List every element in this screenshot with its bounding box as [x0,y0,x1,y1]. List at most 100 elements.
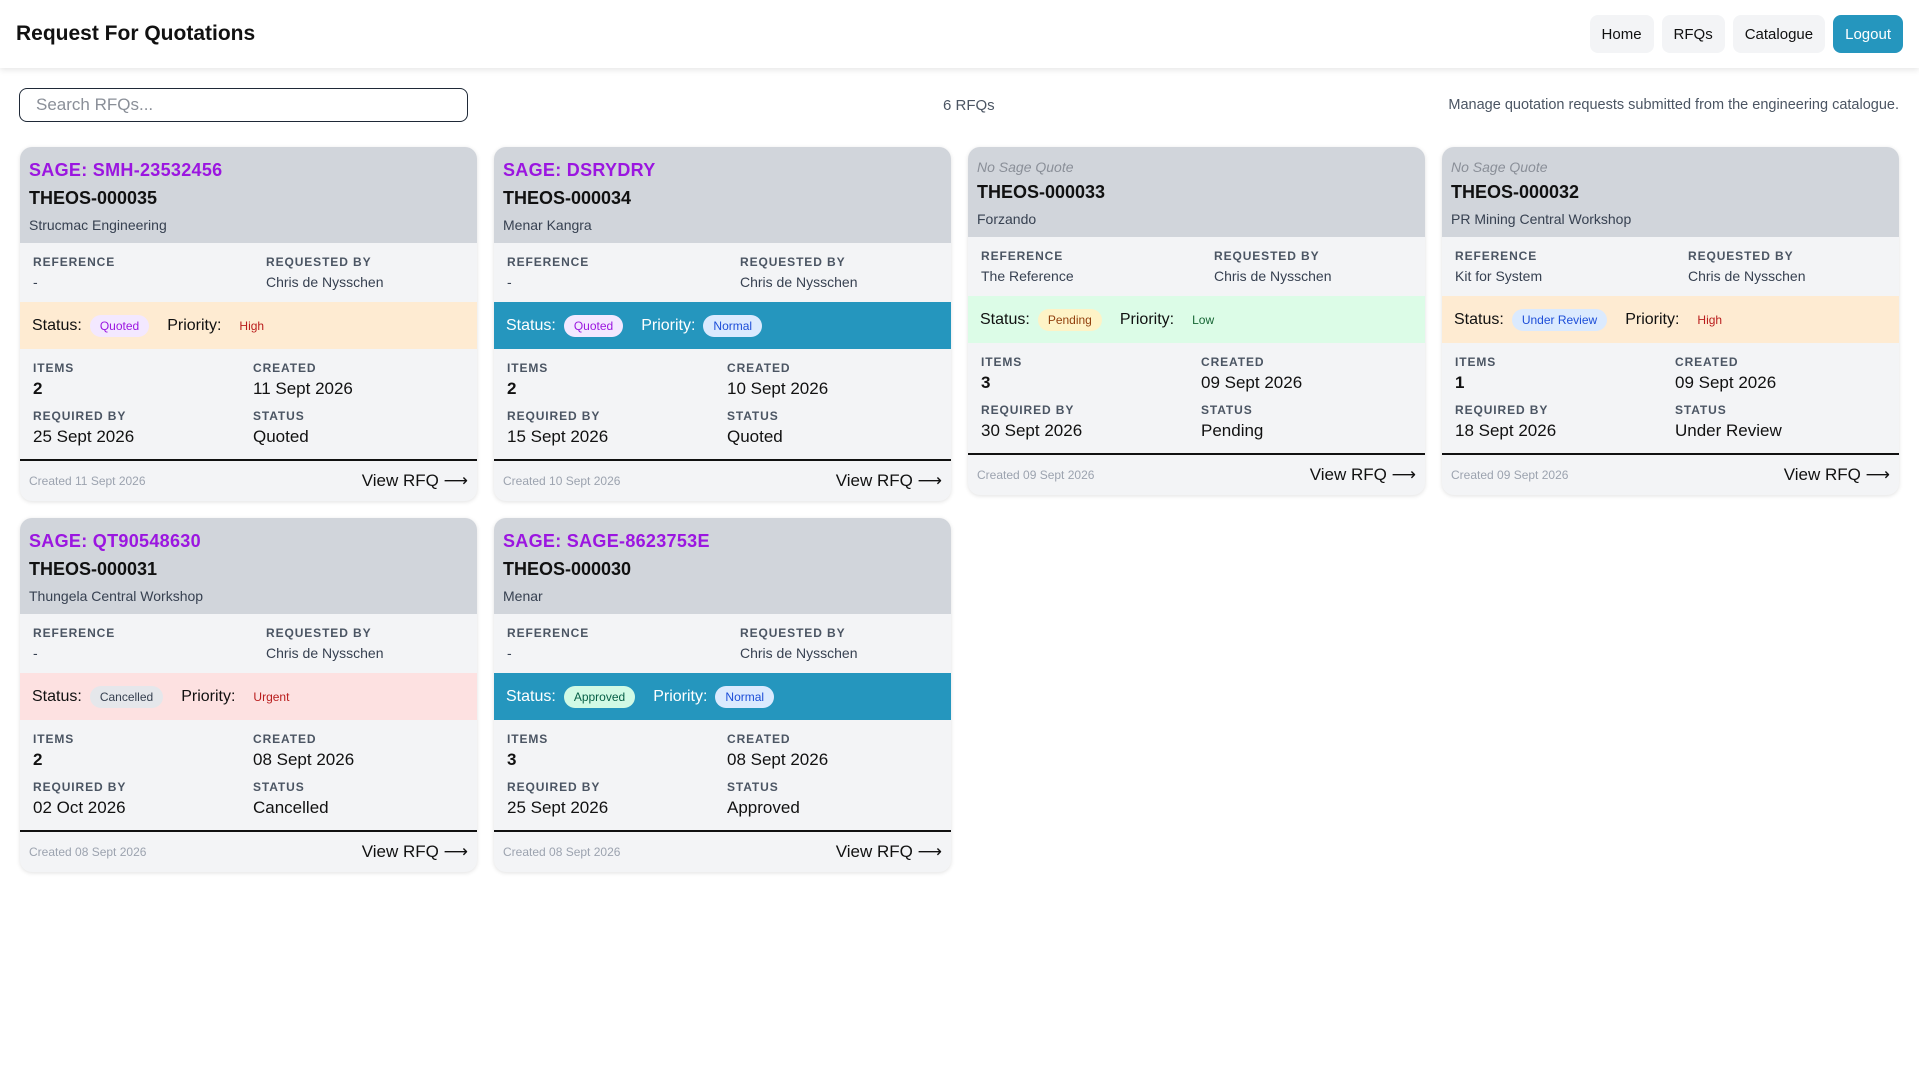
view-rfq-link[interactable]: View RFQ ⟶ [835,471,942,490]
card-stats: ITEMS 1 CREATED 09 Sept 2026 REQUIRED BY… [1442,343,1899,453]
status-caption-label: STATUS [253,409,305,423]
sage-quote-ref: No Sage Quote [977,159,1074,175]
nav-home-button[interactable]: Home [1589,15,1654,53]
created-footer-text: Created 08 Sept 2026 [503,845,621,859]
reference-value: - [33,274,38,290]
card-stats: ITEMS 2 CREATED 11 Sept 2026 REQUIRED BY… [20,349,477,459]
top-bar: Request For Quotations Home RFQs Catalog… [0,0,1919,68]
created-value: 08 Sept 2026 [727,750,829,769]
rfq-card: SAGE: SMH-23532456 THEOS-000035 Strucmac… [20,147,477,501]
status-strip: Status: Quoted Priority: High [20,302,477,349]
rfq-grid: SAGE: SMH-23532456 THEOS-000035 Strucmac… [20,147,1902,872]
search-input[interactable] [19,88,468,122]
rfq-count: 6 RFQs [943,97,995,114]
items-label: ITEMS [1455,355,1497,369]
sage-quote-ref: SAGE: SAGE-8623753E [503,531,710,551]
status-strip: Status: Cancelled Priority: Urgent [20,673,477,720]
logout-button[interactable]: Logout [1833,15,1903,53]
items-label: ITEMS [507,732,549,746]
status-value: Under Review [1675,421,1782,440]
card-header: SAGE: SAGE-8623753E THEOS-000030 Menar [494,518,951,614]
priority-badge: Urgent [253,689,290,704]
items-label: ITEMS [33,361,75,375]
sage-quote-ref: SAGE: DSRYDRY [503,160,656,180]
requested-by-value: Chris de Nysschen [1688,268,1806,284]
created-label: CREATED [253,361,317,375]
status-label: Status: [980,310,1030,328]
view-rfq-link[interactable]: View RFQ ⟶ [361,471,468,490]
reference-label: REFERENCE [507,255,590,269]
created-value: 10 Sept 2026 [727,379,829,398]
rfq-card: No Sage Quote THEOS-000033 Forzando REFE… [968,147,1425,495]
sage-quote-ref: No Sage Quote [1451,159,1548,175]
requested-by-value: Chris de Nysschen [266,645,384,661]
reference-value: The Reference [981,268,1074,284]
client-name: Menar Kangra [503,217,592,233]
view-rfq-link[interactable]: View RFQ ⟶ [1783,465,1890,484]
view-rfq-link[interactable]: View RFQ ⟶ [361,842,468,861]
view-rfq-link[interactable]: View RFQ ⟶ [835,842,942,861]
items-value: 2 [33,379,43,398]
status-value: Pending [1201,421,1264,440]
reference-value: - [507,274,512,290]
required-by-value: 25 Sept 2026 [33,427,135,446]
required-by-label: REQUIRED BY [981,403,1075,417]
reference-value: Kit for System [1455,268,1543,284]
card-stats: ITEMS 2 CREATED 08 Sept 2026 REQUIRED BY… [20,720,477,830]
sage-quote-ref: SAGE: QT90548630 [29,531,201,551]
priority-label: Priority: [653,687,708,705]
rfq-number: THEOS-000034 [503,188,632,208]
reference-label: REFERENCE [1455,249,1538,263]
created-footer-text: Created 09 Sept 2026 [977,468,1095,482]
priority-label: Priority: [1119,310,1175,328]
rfq-card: SAGE: QT90548630 THEOS-000031 Thungela C… [20,518,477,872]
created-value: 09 Sept 2026 [1201,373,1303,392]
status-label: Status: [32,316,82,334]
nav-catalogue-button[interactable]: Catalogue [1732,15,1826,53]
client-name: PR Mining Central Workshop [1451,211,1632,227]
card-footer: Created 09 Sept 2026 View RFQ ⟶ [968,453,1425,495]
status-caption-label: STATUS [253,780,305,794]
status-strip: Status: Quoted Priority: Normal [494,302,951,349]
requested-by-value: Chris de Nysschen [266,274,384,290]
status-value: Cancelled [253,798,329,817]
status-badge: Under Review [1511,308,1608,331]
card-meta: REFERENCE The Reference REQUESTED BY Chr… [968,237,1425,296]
rfq-card: No Sage Quote THEOS-000032 PR Mining Cen… [1442,147,1899,495]
created-label: CREATED [727,732,791,746]
items-label: ITEMS [981,355,1023,369]
status-label: Status: [1454,310,1504,328]
view-rfq-link[interactable]: View RFQ ⟶ [1309,465,1416,484]
nav-rfqs-button[interactable]: RFQs [1661,15,1725,53]
requested-by-label: REQUESTED BY [266,626,372,640]
required-by-label: REQUIRED BY [507,409,601,423]
status-label: Status: [506,316,556,334]
card-header: SAGE: QT90548630 THEOS-000031 Thungela C… [20,518,477,614]
card-meta: REFERENCE - REQUESTED BY Chris de Nyssch… [494,614,951,673]
status-strip: Status: Under Review Priority: High [1442,296,1899,343]
reference-label: REFERENCE [33,626,116,640]
reference-label: REFERENCE [507,626,590,640]
card-header: SAGE: DSRYDRY THEOS-000034 Menar Kangra [494,147,951,243]
requested-by-label: REQUESTED BY [740,255,846,269]
status-badge: Pending [1037,308,1102,331]
card-header: No Sage Quote THEOS-000033 Forzando [968,147,1425,237]
sage-quote-ref: SAGE: SMH-23532456 [29,160,223,180]
items-value: 3 [981,373,991,392]
status-caption-label: STATUS [727,780,779,794]
priority-badge: Normal [703,314,763,337]
card-header: No Sage Quote THEOS-000032 PR Mining Cen… [1442,147,1899,237]
rfq-number: THEOS-000031 [29,559,158,579]
reference-value: - [33,645,38,661]
priority-label: Priority: [641,316,696,334]
required-by-label: REQUIRED BY [33,409,127,423]
created-footer-text: Created 08 Sept 2026 [29,845,147,859]
requested-by-value: Chris de Nysschen [740,645,858,661]
required-by-value: 30 Sept 2026 [981,421,1083,440]
rfq-number: THEOS-000033 [977,182,1106,202]
reference-label: REFERENCE [981,249,1064,263]
priority-label: Priority: [181,687,236,705]
priority-badge: High [239,318,265,333]
created-footer-text: Created 11 Sept 2026 [29,474,146,488]
status-badge: Cancelled [89,685,164,708]
